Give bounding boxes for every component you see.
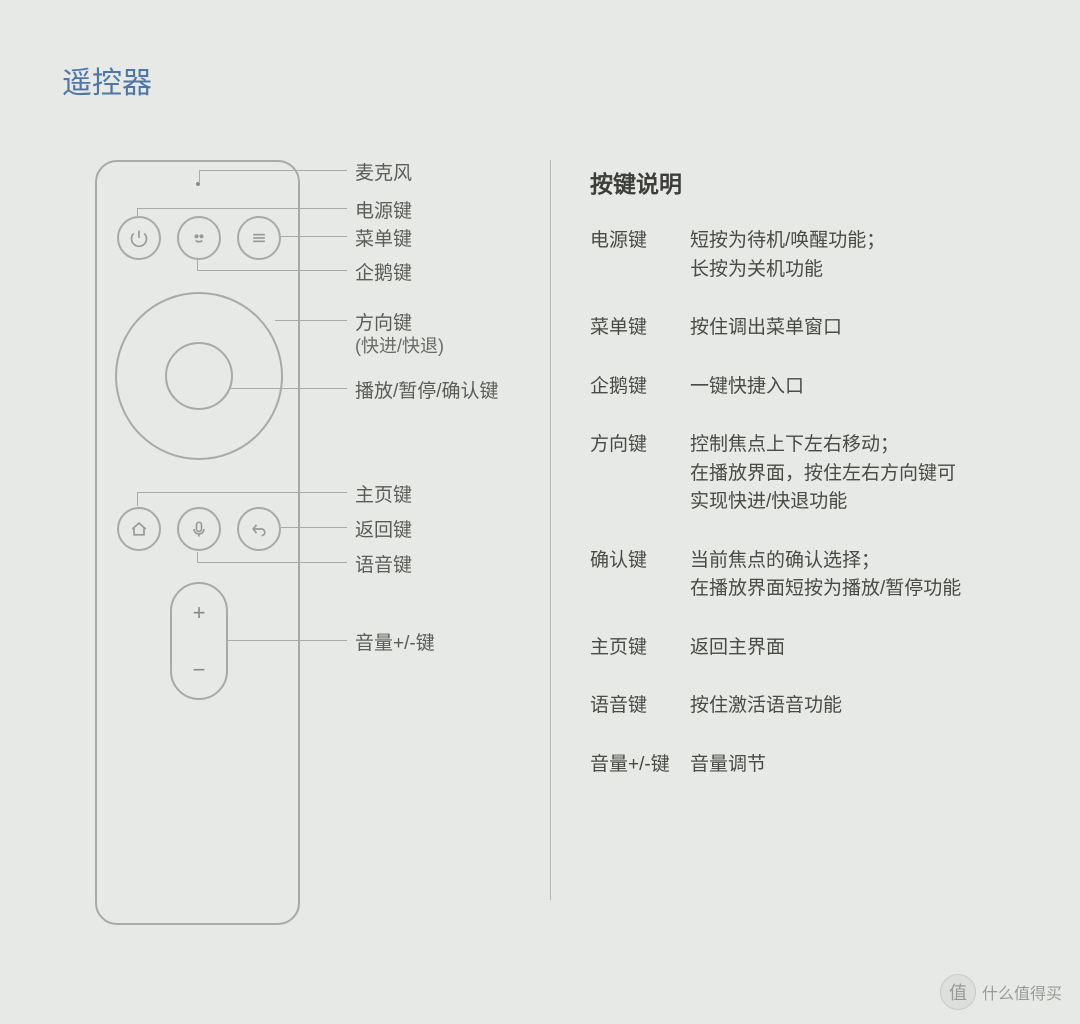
label-mic: 麦克风 <box>355 158 412 185</box>
key-name: 确认键 <box>590 547 690 604</box>
leader-line <box>199 170 200 182</box>
remote-diagram: +− 麦克风 电源键 菜单键 企鹅键 方向键 (快进/快退) 播放/暂停/确认键… <box>95 160 535 930</box>
leader-line <box>197 260 198 270</box>
label-menu: 菜单键 <box>355 224 412 251</box>
home-button-icon <box>117 507 161 551</box>
key-row: 音量+/-键音量调节 <box>590 751 1050 780</box>
back-button-icon <box>237 507 281 551</box>
key-desc: 返回主界面 <box>690 634 1050 663</box>
key-desc: 当前焦点的确认选择；在播放界面短按为播放/暂停功能 <box>690 547 1050 604</box>
penguin-button-icon <box>177 216 221 260</box>
key-name: 企鹅键 <box>590 373 690 402</box>
leader-line <box>281 236 347 237</box>
leader-line <box>281 527 347 528</box>
key-description-panel: 按键说明 电源键短按为待机/唤醒功能；长按为关机功能菜单键按住调出菜单窗口企鹅键… <box>590 165 1050 809</box>
leader-line <box>137 492 347 493</box>
voice-button-icon <box>177 507 221 551</box>
key-name: 音量+/-键 <box>590 751 690 780</box>
label-dpad: 方向键 <box>355 308 412 335</box>
leader-line <box>197 562 347 563</box>
vertical-divider <box>550 160 551 900</box>
label-dpad-sub: (快进/快退) <box>355 332 444 358</box>
key-row: 语音键按住激活语音功能 <box>590 692 1050 721</box>
key-name: 电源键 <box>590 227 690 284</box>
leader-line <box>137 208 347 209</box>
key-desc: 一键快捷入口 <box>690 373 1050 402</box>
page-title: 遥控器 <box>62 58 152 102</box>
label-home: 主页键 <box>355 480 412 507</box>
menu-button-icon <box>237 216 281 260</box>
volume-rocker-icon: +− <box>170 582 228 700</box>
power-button-icon <box>117 216 161 260</box>
key-name: 主页键 <box>590 634 690 663</box>
key-desc: 音量调节 <box>690 751 1050 780</box>
key-name: 语音键 <box>590 692 690 721</box>
label-penguin: 企鹅键 <box>355 258 412 285</box>
key-row: 企鹅键一键快捷入口 <box>590 373 1050 402</box>
key-name: 方向键 <box>590 431 690 517</box>
watermark-icon: 值 <box>940 974 976 1010</box>
key-desc: 短按为待机/唤醒功能；长按为关机功能 <box>690 227 1050 284</box>
right-panel-title: 按键说明 <box>590 165 1050 199</box>
label-ok: 播放/暂停/确认键 <box>355 376 499 403</box>
label-volume: 音量+/-键 <box>355 628 435 655</box>
watermark-text: 什么值得买 <box>982 980 1062 1004</box>
key-row: 电源键短按为待机/唤醒功能；长按为关机功能 <box>590 227 1050 284</box>
leader-line <box>197 270 347 271</box>
label-voice: 语音键 <box>355 550 412 577</box>
key-desc: 按住调出菜单窗口 <box>690 314 1050 343</box>
label-power: 电源键 <box>355 196 412 223</box>
leader-line <box>275 320 347 321</box>
leader-line <box>197 552 198 562</box>
key-desc: 控制焦点上下左右移动；在播放界面，按住左右方向键可实现快进/快退功能 <box>690 431 1050 517</box>
microphone-icon <box>196 182 200 186</box>
key-row: 确认键当前焦点的确认选择；在播放界面短按为播放/暂停功能 <box>590 547 1050 604</box>
leader-line <box>230 388 347 389</box>
key-row: 主页键返回主界面 <box>590 634 1050 663</box>
watermark: 值 什么值得买 <box>940 974 1062 1010</box>
key-row: 方向键控制焦点上下左右移动；在播放界面，按住左右方向键可实现快进/快退功能 <box>590 431 1050 517</box>
key-name: 菜单键 <box>590 314 690 343</box>
leader-line <box>227 640 347 641</box>
label-back: 返回键 <box>355 515 412 542</box>
remote-outline: +− <box>95 160 300 925</box>
key-desc: 按住激活语音功能 <box>690 692 1050 721</box>
leader-line <box>199 170 347 171</box>
leader-line <box>137 492 138 506</box>
ok-button-icon <box>165 342 233 410</box>
key-row: 菜单键按住调出菜单窗口 <box>590 314 1050 343</box>
leader-line <box>137 208 138 216</box>
